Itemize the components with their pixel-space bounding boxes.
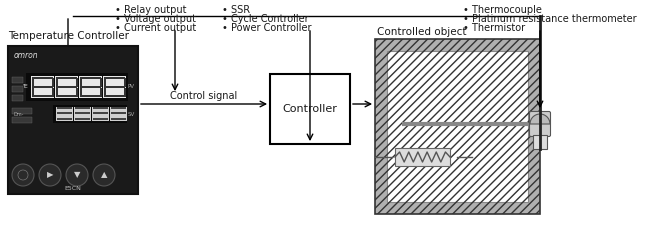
Text: • Relay output: • Relay output <box>115 5 186 15</box>
Bar <box>92 107 109 121</box>
Bar <box>32 88 33 97</box>
Bar <box>8 46 138 194</box>
Text: ▶: ▶ <box>47 171 53 180</box>
Bar <box>56 107 73 121</box>
Bar <box>80 88 82 97</box>
Text: ▼: ▼ <box>74 171 80 180</box>
Text: omron: omron <box>14 51 39 60</box>
Bar <box>111 107 126 109</box>
Text: • Thermistor: • Thermistor <box>463 23 525 33</box>
Bar <box>100 78 102 87</box>
Bar <box>53 105 127 123</box>
Bar <box>104 85 125 88</box>
Bar <box>111 118 126 120</box>
Text: PV: PV <box>128 84 135 90</box>
Bar <box>12 108 32 114</box>
Bar <box>56 76 77 79</box>
Text: Controlled object: Controlled object <box>377 27 467 37</box>
Text: • Power Controller: • Power Controller <box>222 23 311 33</box>
Circle shape <box>12 164 34 186</box>
Bar <box>76 78 78 87</box>
Text: 'E: 'E <box>22 84 28 90</box>
Bar <box>52 88 53 97</box>
Bar <box>93 107 108 109</box>
Bar <box>93 112 108 114</box>
Text: • Platinum resistance thermometer: • Platinum resistance thermometer <box>463 14 636 24</box>
Bar <box>110 107 127 121</box>
Bar <box>80 94 101 97</box>
Bar <box>79 76 102 98</box>
Circle shape <box>39 164 61 186</box>
Bar <box>124 88 126 97</box>
Bar <box>124 78 126 87</box>
Bar <box>103 76 126 98</box>
Wedge shape <box>530 114 550 124</box>
Text: SV: SV <box>128 112 135 116</box>
Bar <box>12 77 23 83</box>
Bar <box>32 76 53 79</box>
Bar <box>32 85 53 88</box>
Bar <box>74 107 91 121</box>
Bar <box>26 73 128 101</box>
Bar <box>387 51 528 202</box>
Bar <box>52 78 53 87</box>
Bar <box>75 118 90 120</box>
Bar <box>32 78 33 87</box>
Text: ▲: ▲ <box>101 171 107 180</box>
Bar <box>31 76 54 98</box>
Bar <box>12 95 23 101</box>
Bar <box>75 112 90 114</box>
Text: Temperature Controller: Temperature Controller <box>8 31 129 41</box>
Text: • Current output: • Current output <box>115 23 196 33</box>
Bar <box>75 107 90 109</box>
Text: Control signal: Control signal <box>170 91 237 101</box>
Text: Controller: Controller <box>283 104 337 114</box>
Bar <box>32 94 53 97</box>
Text: Dm-: Dm- <box>14 112 25 116</box>
Bar <box>80 85 101 88</box>
Bar <box>533 135 547 149</box>
Circle shape <box>66 164 88 186</box>
Bar <box>93 118 108 120</box>
Bar <box>12 86 23 92</box>
Text: • SSR: • SSR <box>222 5 250 15</box>
Bar <box>12 117 32 123</box>
Bar <box>111 112 126 114</box>
Bar <box>104 94 125 97</box>
Bar <box>57 107 72 109</box>
Bar <box>100 88 102 97</box>
Text: • Voltage output: • Voltage output <box>115 14 196 24</box>
Bar <box>56 85 77 88</box>
Bar <box>104 76 125 79</box>
Bar <box>55 76 78 98</box>
Text: E5CN: E5CN <box>65 186 81 191</box>
Bar <box>375 39 540 214</box>
Bar <box>57 118 72 120</box>
Circle shape <box>93 164 115 186</box>
Bar <box>395 148 450 166</box>
Text: • Thermocouple: • Thermocouple <box>463 5 542 15</box>
Bar <box>80 78 82 87</box>
FancyBboxPatch shape <box>529 112 551 136</box>
Bar <box>80 76 101 79</box>
Bar <box>57 112 72 114</box>
Bar <box>375 39 540 214</box>
Bar <box>56 94 77 97</box>
Bar <box>56 78 57 87</box>
Bar <box>270 74 350 144</box>
Bar <box>104 88 106 97</box>
Bar <box>56 88 57 97</box>
Bar <box>76 88 78 97</box>
Text: • Cycle Controller: • Cycle Controller <box>222 14 309 24</box>
Bar <box>104 78 106 87</box>
